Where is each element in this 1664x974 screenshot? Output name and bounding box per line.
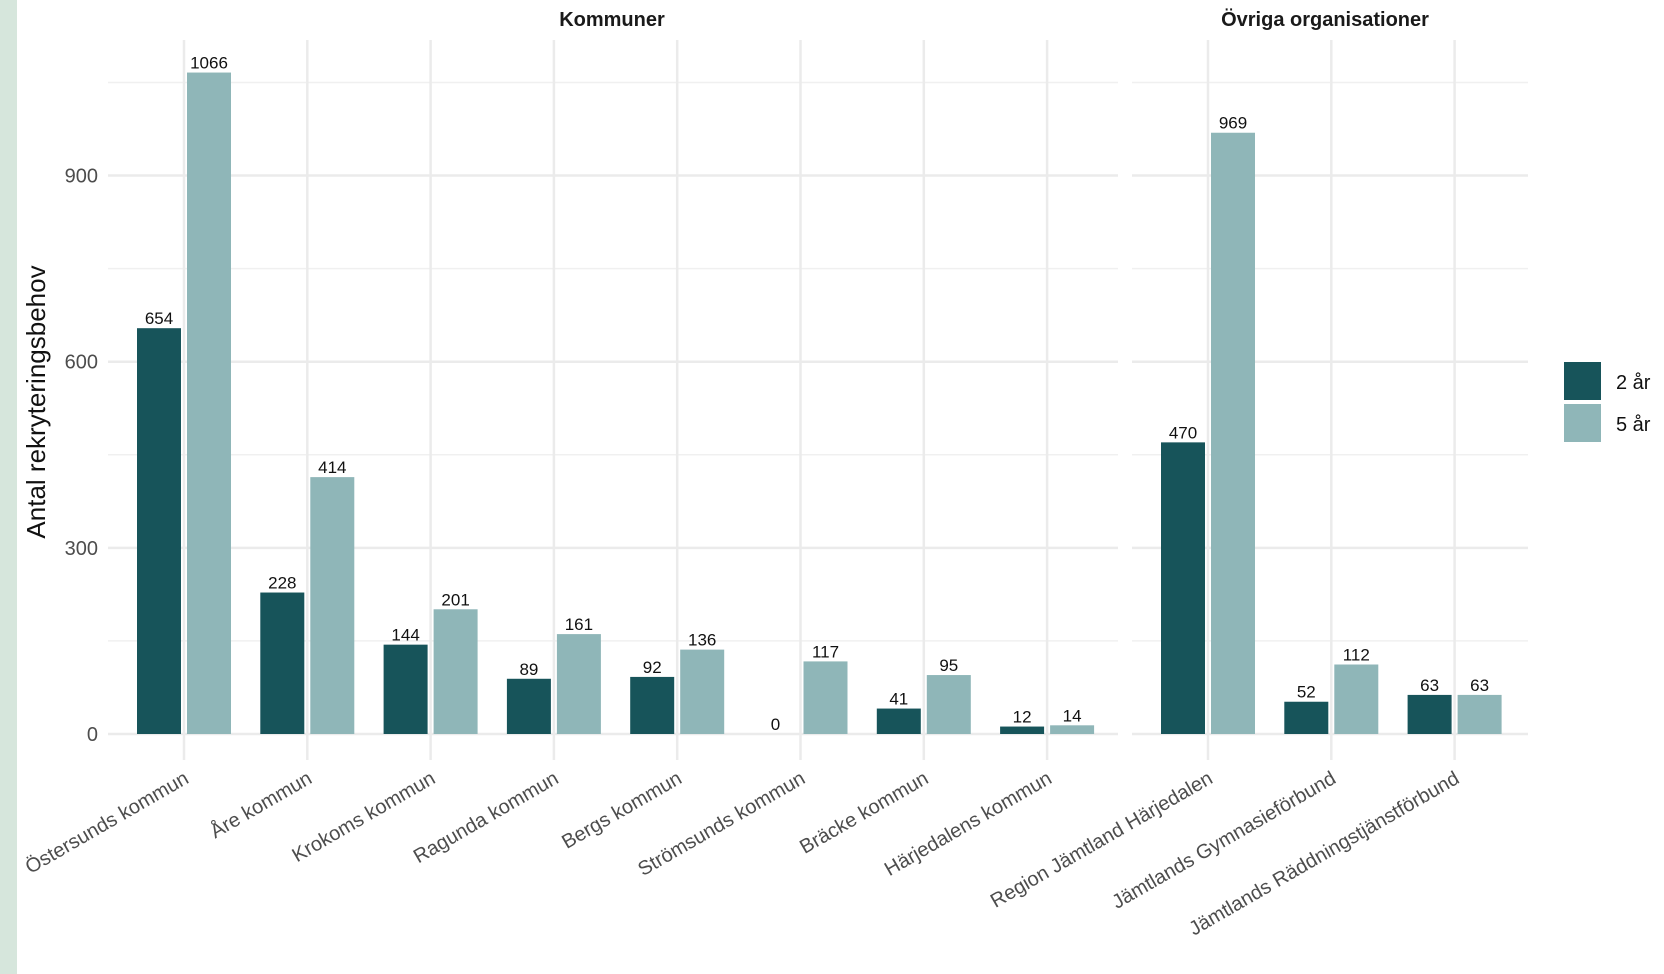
data-label: 228 <box>268 574 296 593</box>
bar <box>260 592 305 734</box>
bar <box>137 328 181 734</box>
bar <box>506 678 551 734</box>
facet-title-ovriga: Övriga organisationer <box>1221 8 1429 31</box>
bar <box>187 72 231 734</box>
data-label: 414 <box>318 458 346 477</box>
bar <box>1161 442 1205 734</box>
bar <box>383 644 428 734</box>
category-label: Jämtlands Gymnasieförbund <box>1108 767 1339 913</box>
y-tick-label: 0 <box>87 724 98 746</box>
data-label: 112 <box>1343 646 1370 665</box>
bar <box>1050 725 1095 734</box>
data-label: 136 <box>688 631 716 650</box>
data-label: 95 <box>939 656 958 675</box>
data-label: 161 <box>565 615 593 634</box>
data-label: 1066 <box>190 54 228 73</box>
bars <box>137 72 1502 735</box>
legend-swatch-2-ar <box>1564 362 1601 400</box>
data-label: 201 <box>441 590 469 609</box>
bar <box>680 649 725 734</box>
category-label: Östersunds kommun <box>22 767 193 878</box>
data-label: 92 <box>643 658 662 677</box>
data-label: 14 <box>1063 706 1082 725</box>
bar <box>556 634 601 734</box>
legend-label-5-ar: 5 år <box>1616 414 1651 436</box>
bar <box>1211 132 1255 735</box>
y-tick-labels: 0 300 600 900 <box>65 166 98 746</box>
legend: 2 år 5 år <box>1564 362 1651 442</box>
category-label: Bergs kommun <box>558 767 685 853</box>
data-label: 654 <box>145 309 173 328</box>
facet-titles: Kommuner Övriga organisationer <box>559 8 1429 31</box>
data-label: 63 <box>1420 676 1439 695</box>
data-label: 41 <box>889 690 908 709</box>
bar <box>310 477 355 734</box>
bar <box>1407 694 1452 734</box>
bar <box>1000 726 1045 734</box>
legend-label-2-ar: 2 år <box>1616 372 1651 394</box>
facet-title-kommuner: Kommuner <box>559 9 665 31</box>
legend-swatch-5-ar <box>1564 404 1601 442</box>
bar <box>1284 701 1329 734</box>
data-label: 0 <box>771 715 780 734</box>
bar <box>803 661 848 734</box>
data-label: 969 <box>1219 114 1247 133</box>
category-label: Åre kommun <box>206 766 316 843</box>
data-label: 144 <box>391 626 419 645</box>
bar <box>433 609 478 734</box>
data-label: 63 <box>1470 676 1489 695</box>
data-label: 89 <box>519 660 538 679</box>
bar <box>630 676 675 734</box>
bar <box>926 675 971 734</box>
left-accent-strip <box>0 0 17 974</box>
data-label: 52 <box>1297 683 1316 702</box>
data-label: 470 <box>1169 423 1197 442</box>
y-axis-label: Antal rekryteringsbehov <box>21 265 51 538</box>
data-label: 12 <box>1013 708 1032 727</box>
data-labels: 654 1066 228 414 144 201 89 161 92 136 0 117 41 95 12 1… <box>145 54 1489 734</box>
data-label: 117 <box>812 642 839 661</box>
y-tick-label: 300 <box>65 538 98 560</box>
bar <box>876 708 921 734</box>
y-tick-label: 600 <box>65 352 98 374</box>
bar <box>1334 664 1379 734</box>
y-tick-label: 900 <box>65 166 98 188</box>
bar <box>1457 694 1502 734</box>
